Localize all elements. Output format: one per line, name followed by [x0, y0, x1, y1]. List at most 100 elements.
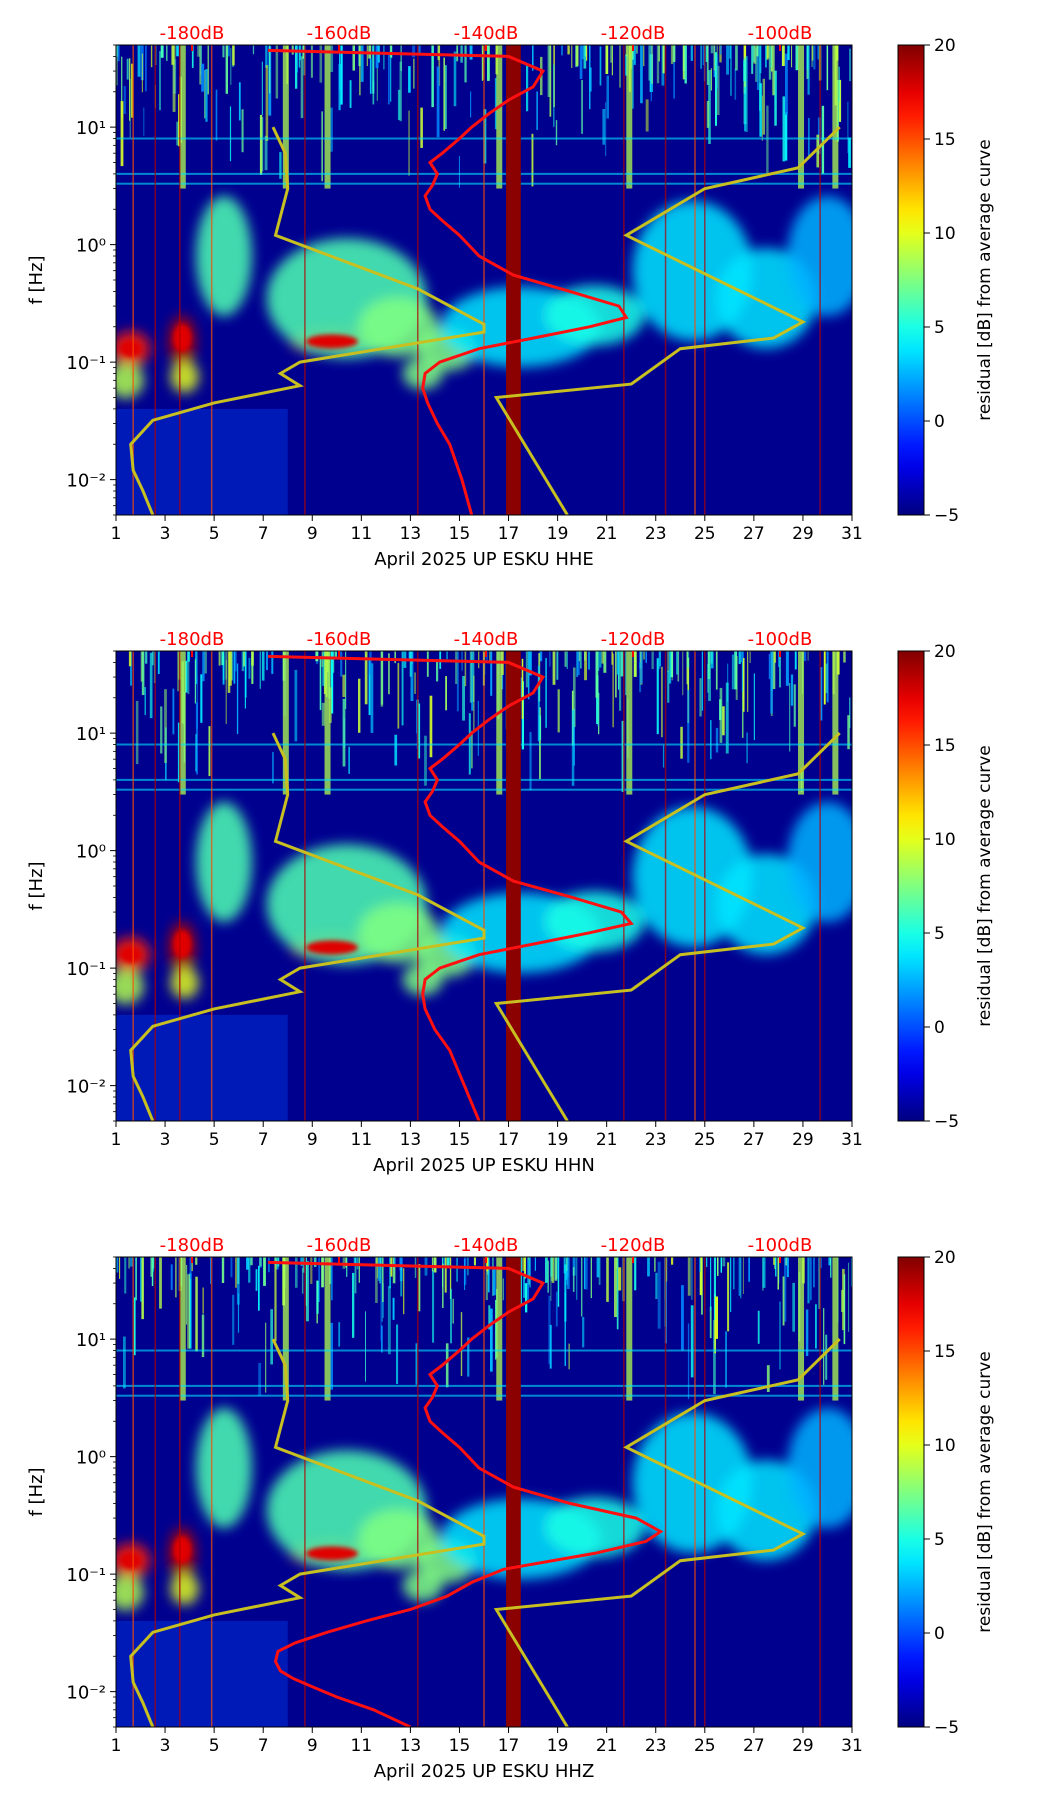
colorbar-gradient [897, 44, 925, 516]
x-tick-label: 25 [694, 1130, 716, 1150]
y-tick-label: 10¹ [76, 724, 106, 745]
colorbar-gradient [897, 650, 925, 1122]
x-tick-label: 17 [498, 1736, 520, 1756]
y-tick-label: 10⁻² [66, 1683, 106, 1704]
colorbar-tick-label: 0 [934, 1018, 945, 1038]
microseism-energy [116, 1408, 852, 1611]
y-tick-label: 10¹ [76, 118, 106, 139]
colorbar-label: residual [dB] from average curve [975, 1351, 995, 1632]
db-scale-label: -140dB [454, 629, 519, 650]
colorbar: −5 0 5 10 15 20 residual [dB] from average cur… [897, 1248, 995, 1738]
yellow-curve-right [493, 126, 841, 515]
y-tick-label: 10⁰ [76, 236, 106, 257]
db-scale-label: -100dB [748, 23, 813, 44]
colorbar-tick-label: 5 [934, 924, 945, 944]
colorbar-tick-label: 5 [934, 318, 945, 338]
db-scale-label: -180dB [160, 1235, 225, 1256]
x-tick-label: 23 [645, 524, 667, 544]
x-tick-label: 23 [645, 1736, 667, 1756]
data-gap-band [506, 45, 521, 515]
x-tick-label: 23 [645, 1130, 667, 1150]
x-tick-label: 19 [547, 1130, 569, 1150]
x-tick-label: 27 [743, 524, 765, 544]
x-tick-label: 5 [209, 524, 220, 544]
yellow-curve-right [493, 732, 841, 1121]
red-curve [268, 1260, 664, 1727]
x-tick-label: 17 [498, 524, 520, 544]
x-tick-label: 13 [400, 1130, 422, 1150]
db-scale-label: -160dB [307, 1235, 372, 1256]
x-tick-label: 27 [743, 1130, 765, 1150]
colorbar-tick-label: −5 [934, 1112, 959, 1132]
x-tick-label: 31 [841, 1130, 863, 1150]
x-tick-label: 21 [596, 1130, 618, 1150]
x-tick-label: 1 [111, 524, 122, 544]
colorbar-tick-label: 15 [934, 736, 956, 756]
x-tick-label: 7 [258, 1130, 269, 1150]
colorbar-tick-label: 0 [934, 1624, 945, 1644]
heatmap-area [116, 651, 852, 1121]
db-scale-label: -100dB [748, 1235, 813, 1256]
data-gap-band [506, 651, 521, 1121]
x-tick-label: 15 [449, 1736, 471, 1756]
db-scale-label: -140dB [454, 23, 519, 44]
microseism-peaks [120, 1536, 358, 1569]
x-tick-label: 9 [307, 1130, 318, 1150]
x-tick-label: 15 [449, 1130, 471, 1150]
x-tick-label: 5 [209, 1130, 220, 1150]
x-tick-label: 25 [694, 524, 716, 544]
y-tick-label: 10⁻¹ [66, 1565, 106, 1586]
x-tick-label: 25 [694, 1736, 716, 1756]
x-tick-label: 3 [160, 1736, 171, 1756]
x-tick-label: 29 [792, 524, 814, 544]
colorbar: −5 0 5 10 15 20 residual [dB] from average cur… [897, 642, 995, 1132]
x-tick-label: 31 [841, 1736, 863, 1756]
colorbar-label: residual [dB] from average curve [975, 745, 995, 1026]
db-scale-label: -100dB [748, 629, 813, 650]
x-tick-label: 13 [400, 524, 422, 544]
db-scale-label: -180dB [160, 629, 225, 650]
low-frequency-noise [116, 1014, 288, 1121]
yellow-curve-left [129, 732, 486, 1121]
colorbar-tick-label: 15 [934, 1342, 956, 1362]
y-axis-label: f [Hz] [26, 861, 47, 910]
x-tick-label: 5 [209, 1736, 220, 1756]
x-tick-label: 29 [792, 1130, 814, 1150]
colorbar: −5 0 5 10 15 20 residual [dB] from average cur… [897, 36, 995, 526]
x-tick-label: 27 [743, 1736, 765, 1756]
y-tick-label: 10⁰ [76, 1448, 106, 1469]
y-tick-label: 10⁻² [66, 471, 106, 492]
y-tick-label: 10⁻¹ [66, 353, 106, 374]
red-curve [268, 48, 629, 515]
db-scale-label: -180dB [160, 23, 225, 44]
db-scale-label: -160dB [307, 629, 372, 650]
y-tick-label: 10⁰ [76, 842, 106, 863]
x-tick-label: 19 [547, 524, 569, 544]
colorbar-tick-label: 20 [934, 642, 956, 662]
microseism-peaks [120, 930, 358, 963]
colorbar-tick-label: 15 [934, 130, 956, 150]
colorbar-tick-label: −5 [934, 506, 959, 526]
x-tick-label: 29 [792, 1736, 814, 1756]
db-scale-label: -140dB [454, 1235, 519, 1256]
glitch-lines [132, 1257, 821, 1727]
red-curve [268, 654, 634, 1121]
colorbar-label: residual [dB] from average curve [975, 139, 995, 420]
x-tick-label: 3 [160, 1130, 171, 1150]
x-tick-label: 11 [351, 524, 373, 544]
x-tick-label: 21 [596, 1736, 618, 1756]
x-tick-label: 11 [351, 1736, 373, 1756]
x-tick-label: 3 [160, 524, 171, 544]
x-tick-label: 7 [258, 1736, 269, 1756]
y-axis-label: f [Hz] [26, 1467, 47, 1516]
yellow-curve-left [129, 126, 486, 515]
glitch-lines [132, 45, 821, 515]
x-tick-label: 11 [351, 1130, 373, 1150]
x-tick-label: 31 [841, 524, 863, 544]
colorbar-tick-label: −5 [934, 1718, 959, 1738]
x-axis-label: April 2025 UP ESKU HHN [373, 1155, 595, 1176]
colorbar-tick-label: 5 [934, 1530, 945, 1550]
